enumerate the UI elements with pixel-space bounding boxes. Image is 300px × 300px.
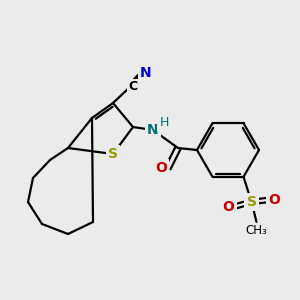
Text: O: O [268, 193, 280, 207]
Text: O: O [155, 161, 167, 175]
Text: H: H [159, 116, 169, 130]
Text: N: N [147, 123, 159, 137]
Text: CH₃: CH₃ [246, 224, 267, 237]
Text: N: N [140, 66, 152, 80]
Text: O: O [223, 200, 234, 214]
Text: C: C [128, 80, 138, 94]
Text: S: S [108, 147, 118, 161]
Text: S: S [247, 195, 256, 209]
